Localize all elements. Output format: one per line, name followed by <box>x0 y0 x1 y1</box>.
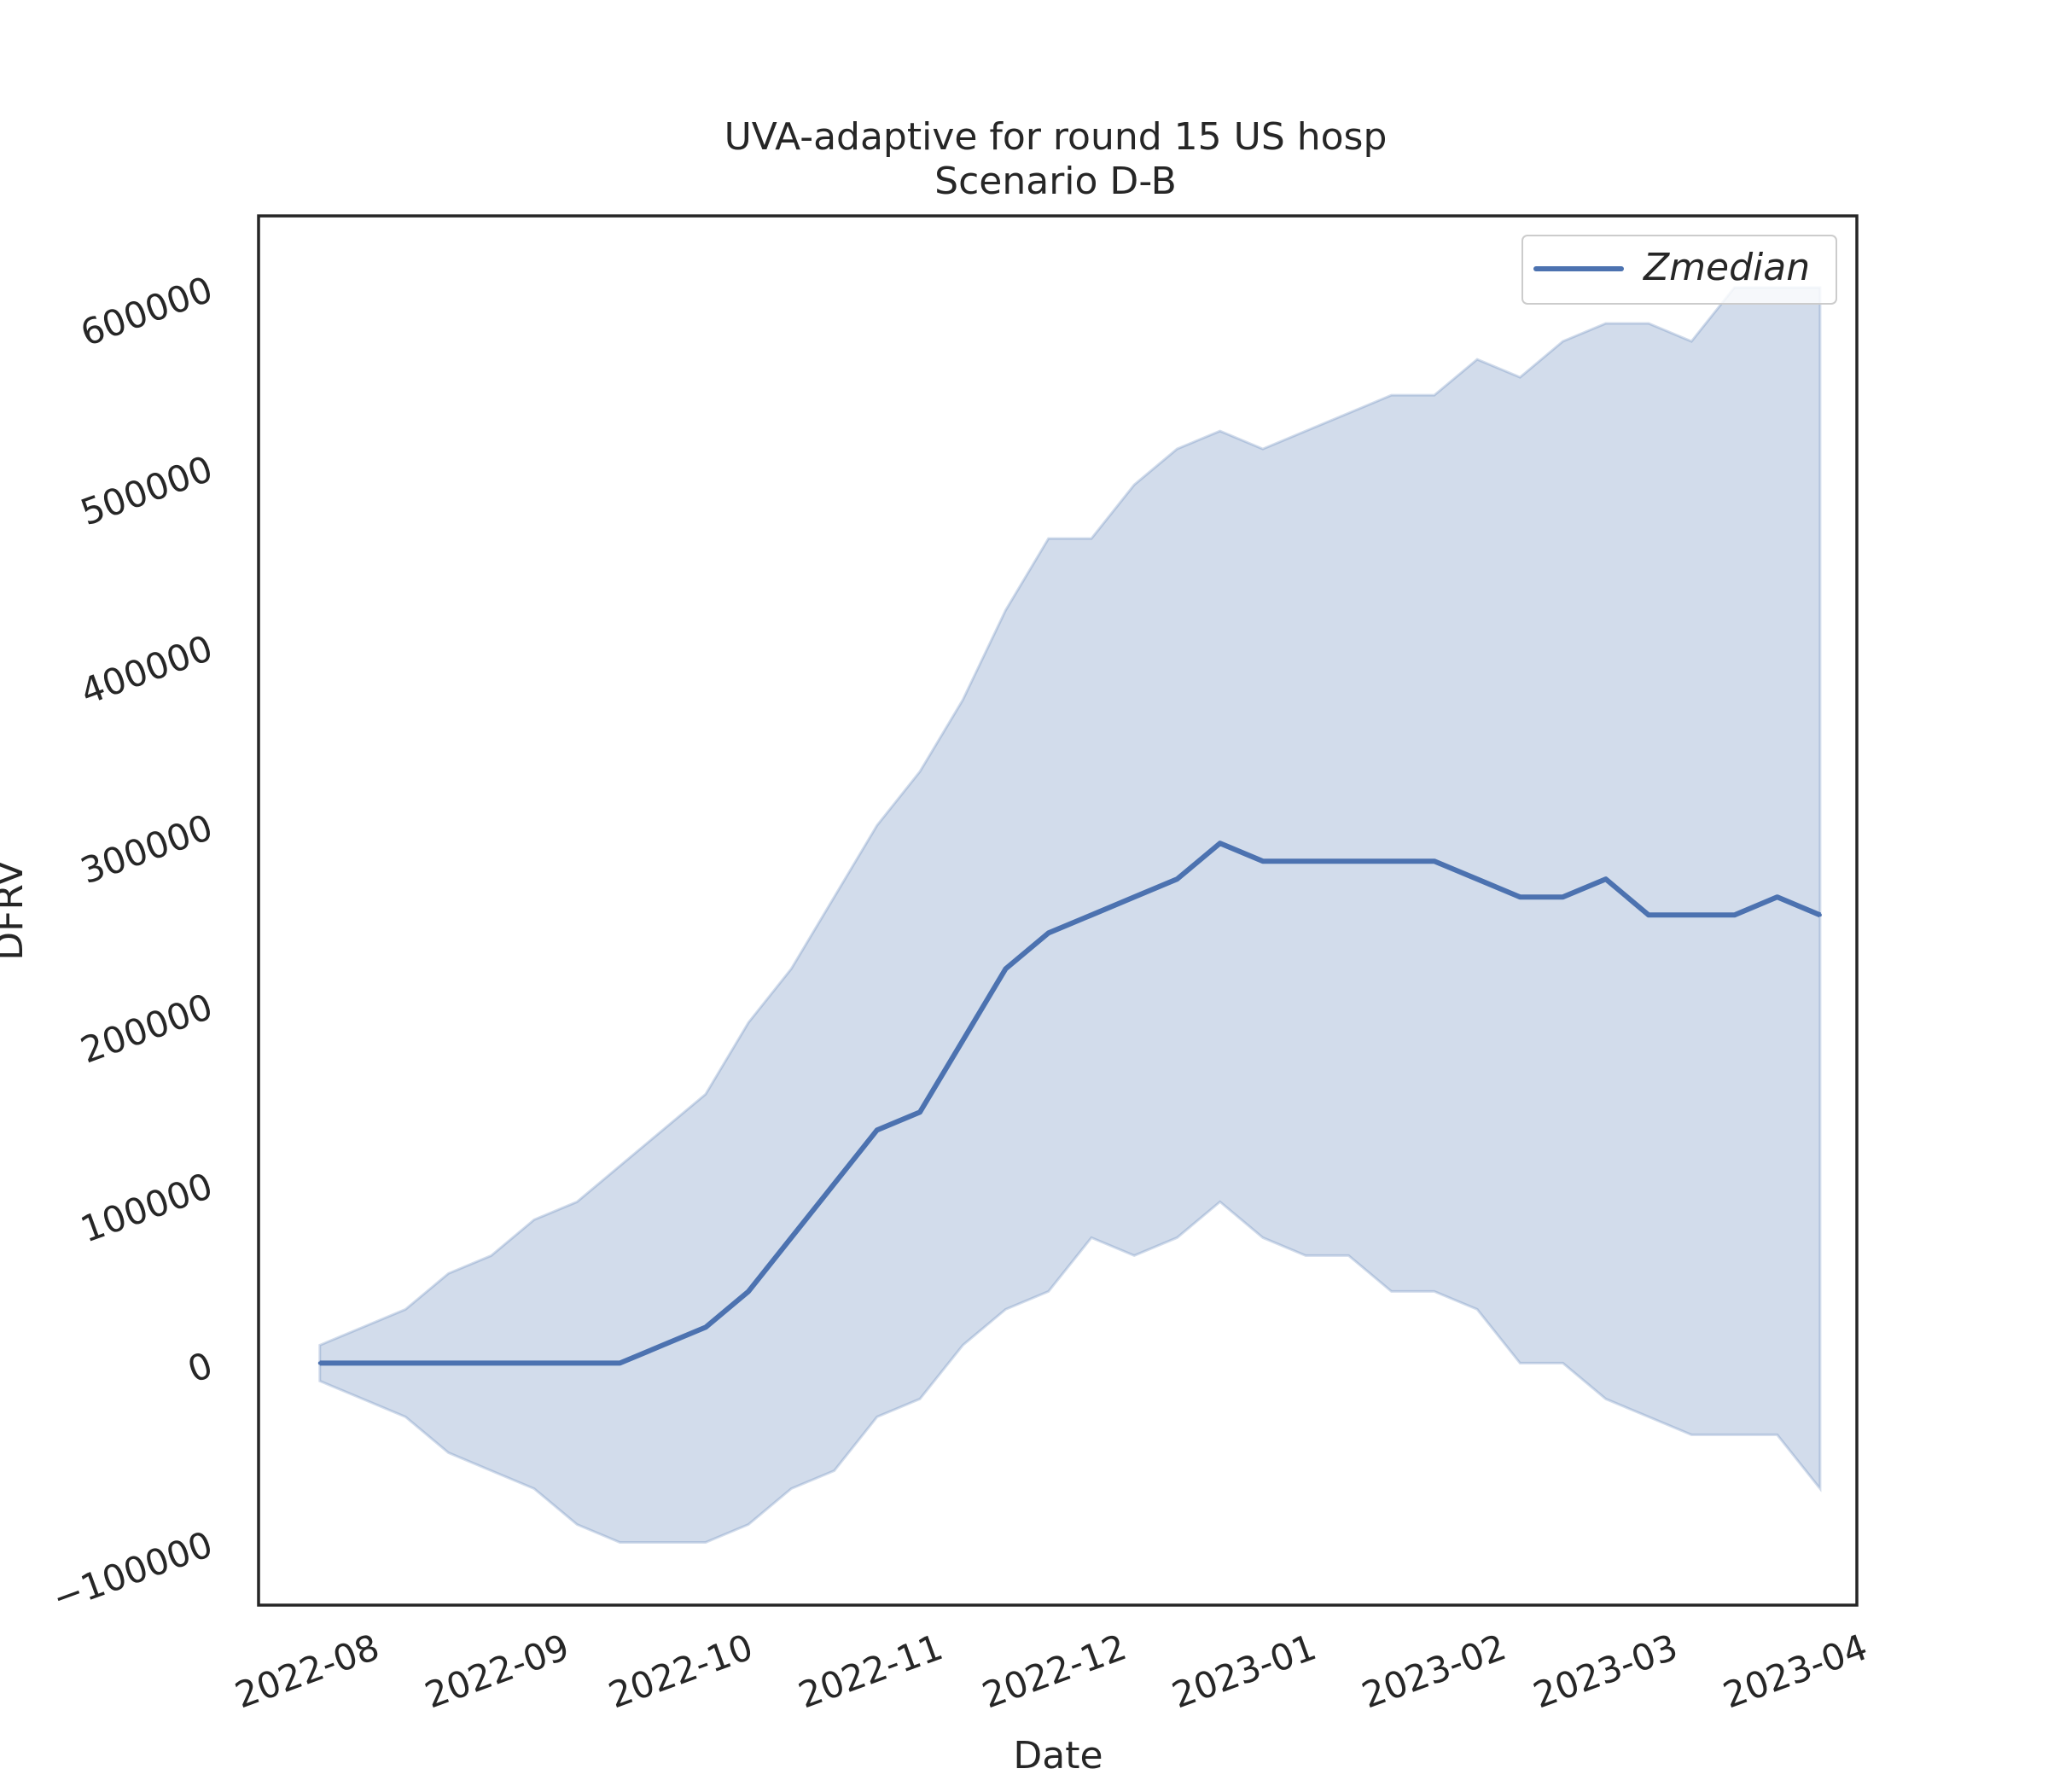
data-point <box>918 1110 922 1114</box>
data-point <box>618 1361 622 1365</box>
x-tick-label: 2022-09 <box>420 1626 575 1716</box>
data-point <box>317 1361 322 1365</box>
data-point <box>1775 895 1779 899</box>
y-tick-label: 600000 <box>75 268 218 354</box>
x-tick-label: 2022-12 <box>977 1626 1132 1716</box>
series-line-zmedian <box>319 841 1822 1366</box>
x-axis-label: Date <box>1013 1734 1103 1777</box>
data-point <box>660 1343 665 1347</box>
x-axis-ticks: 2022-08 2022-09 2022-10 2022-11 2022-12 2023-… <box>230 1626 1873 1716</box>
y-tick-label: 500000 <box>75 447 218 533</box>
data-point <box>1260 859 1265 864</box>
data-point <box>489 1361 493 1365</box>
data-point <box>532 1361 536 1365</box>
x-tick-label: 2023-04 <box>1718 1626 1873 1716</box>
data-point <box>1218 841 1222 846</box>
data-point <box>875 1128 879 1132</box>
data-point <box>1518 895 1522 899</box>
data-point <box>747 1289 751 1294</box>
y-tick-label: 200000 <box>75 986 218 1072</box>
data-point <box>1603 877 1608 881</box>
x-tick-label: 2023-03 <box>1527 1626 1683 1716</box>
y-tick-label: 100000 <box>75 1165 218 1251</box>
x-tick-label: 2022-10 <box>603 1626 759 1716</box>
chart-title: UVA-adaptive for round 15 US hosp <box>724 115 1388 159</box>
y-tick-label: 400000 <box>75 627 218 713</box>
data-point <box>1561 895 1565 899</box>
data-point <box>832 1182 836 1186</box>
data-point <box>1475 877 1480 881</box>
x-tick-label: 2023-01 <box>1167 1626 1322 1716</box>
data-point <box>1090 913 1093 917</box>
y-tick-label: 300000 <box>75 806 218 893</box>
data-point <box>1432 859 1436 864</box>
data-point <box>361 1361 364 1365</box>
legend: Zmedian <box>1521 235 1837 305</box>
data-point <box>1347 859 1351 864</box>
data-point <box>404 1361 408 1365</box>
data-point <box>1690 913 1694 917</box>
data-point <box>789 1236 794 1240</box>
data-point <box>1046 931 1050 935</box>
data-point <box>961 1039 965 1043</box>
y-tick-label: 0 <box>183 1344 218 1391</box>
x-tick-label: 2022-11 <box>793 1626 948 1716</box>
plot-frame <box>257 214 1859 1607</box>
data-point <box>1175 877 1179 881</box>
legend-box <box>1521 235 1837 305</box>
y-axis-label: DFRV <box>0 860 32 960</box>
data-point <box>1132 895 1137 899</box>
legend-entry-zmedian: Zmedian <box>1643 246 1810 289</box>
x-tick-label: 2022-08 <box>230 1626 385 1716</box>
data-point <box>1389 859 1393 864</box>
uncertainty-band <box>318 286 1822 1544</box>
data-point <box>575 1361 579 1365</box>
y-tick-label: −100000 <box>47 1523 218 1620</box>
data-point <box>1818 913 1822 917</box>
data-point <box>1732 913 1737 917</box>
plot-area <box>317 286 1822 1544</box>
chart-subtitle: Scenario D-B <box>934 160 1177 203</box>
y-axis-ticks: −100000 0 100000 200000 300000 400000 500000 60… <box>47 268 218 1619</box>
data-point <box>703 1325 707 1329</box>
x-tick-label: 2023-02 <box>1357 1626 1512 1716</box>
data-point <box>446 1361 451 1365</box>
data-point <box>1004 967 1008 971</box>
data-point <box>1304 859 1308 864</box>
series-points-zmedian <box>317 841 1822 1365</box>
data-point <box>1647 913 1650 917</box>
